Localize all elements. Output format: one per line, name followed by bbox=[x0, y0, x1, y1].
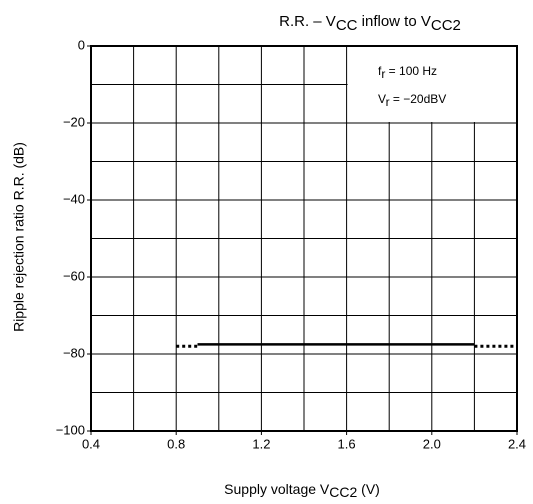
annotation-part: = −20dBV bbox=[390, 92, 447, 106]
y-tick-label: −100 bbox=[56, 422, 85, 437]
chart-title-part: R.R. – V bbox=[279, 13, 336, 30]
y-tick-label: −80 bbox=[63, 345, 85, 360]
x-tick-label: 1.2 bbox=[252, 436, 270, 451]
y-tick-label: −20 bbox=[63, 114, 85, 129]
y-tick-label: −60 bbox=[63, 268, 85, 283]
x-axis-label-part: Supply voltage V bbox=[224, 481, 330, 497]
chart-title-part: inflow to V bbox=[357, 13, 430, 30]
x-axis-label: Supply voltage VCC2 (V) bbox=[224, 481, 380, 501]
x-tick-label: 1.6 bbox=[338, 436, 356, 451]
y-tick-label: 0 bbox=[78, 37, 85, 52]
x-axis-label-part: (V) bbox=[357, 481, 380, 497]
annotation-part: = 100 Hz bbox=[385, 64, 437, 78]
y-tick-label: −40 bbox=[63, 191, 85, 206]
x-tick-label: 0.8 bbox=[167, 436, 185, 451]
annotation-part: r bbox=[381, 67, 385, 81]
annotation-box bbox=[347, 47, 516, 122]
x-axis-label-part: CC2 bbox=[329, 484, 357, 500]
x-tick-label: 2.0 bbox=[423, 436, 441, 451]
annotation-part: V bbox=[378, 92, 386, 106]
annotation-part: f bbox=[378, 64, 382, 78]
x-tick-label: 0.4 bbox=[82, 436, 100, 451]
chart-title-part: CC bbox=[336, 17, 358, 34]
x-tick-label: 2.4 bbox=[508, 436, 526, 451]
chart-title-part: CC2 bbox=[431, 17, 461, 34]
y-axis-label: Ripple rejection ratio R.R. (dB) bbox=[11, 142, 27, 332]
chart-title: R.R. – VCC inflow to VCC2 bbox=[279, 13, 461, 34]
annotation: fr = 100 Hz bbox=[378, 64, 437, 81]
annotation-part: r bbox=[386, 95, 390, 109]
plot-frame bbox=[90, 45, 518, 432]
annotation: Vr = −20dBV bbox=[378, 92, 446, 109]
